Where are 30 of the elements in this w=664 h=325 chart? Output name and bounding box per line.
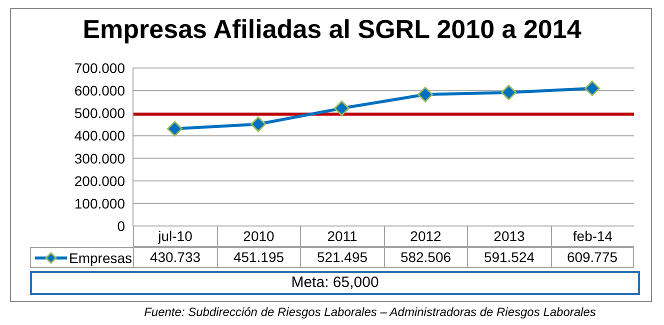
data-label: 521.495 — [300, 247, 384, 268]
y-tick-label: 0 — [117, 218, 126, 234]
y-tick-label: 400.000 — [74, 128, 126, 144]
data-label: 609.775 — [550, 247, 634, 268]
text: Meta: 65,000 — [30, 271, 640, 295]
x-tick-label: 2013 — [467, 226, 550, 247]
chart-title: Empresas Afiliadas al SGRL 2010 a 2014 — [82, 14, 582, 45]
source-note: Fuente: Subdirección de Riesgos Laborales – Administradoras de Riesgos Laborales — [143, 305, 597, 319]
data-label: 451.195 — [216, 247, 300, 268]
x-tick-label: 2012 — [384, 226, 467, 247]
x-tick-label: feb-14 — [550, 226, 634, 247]
y-tick-label: 200.000 — [74, 172, 126, 189]
point — [250, 116, 266, 132]
x-tick-label: jul-10 — [133, 226, 216, 247]
y-tick-label: 700.000 — [74, 60, 126, 76]
y-tick-label: 600.000 — [74, 82, 126, 99]
x-tick-label: 2011 — [300, 226, 384, 247]
point — [584, 80, 600, 96]
point — [418, 86, 433, 102]
data-label: 591.524 — [467, 247, 550, 268]
y-tick-label: 300.000 — [74, 150, 126, 166]
x-tick-label: 2010 — [216, 226, 300, 247]
data-label: 582.506 — [384, 247, 467, 268]
point — [167, 121, 182, 137]
data-label: 430.733 — [133, 247, 216, 268]
point — [501, 84, 516, 100]
point — [334, 100, 350, 116]
y-tick-label: 100.000 — [74, 195, 126, 212]
legend-label: Empresas — [69, 250, 132, 266]
y-tick-label: 500.000 — [74, 105, 126, 122]
